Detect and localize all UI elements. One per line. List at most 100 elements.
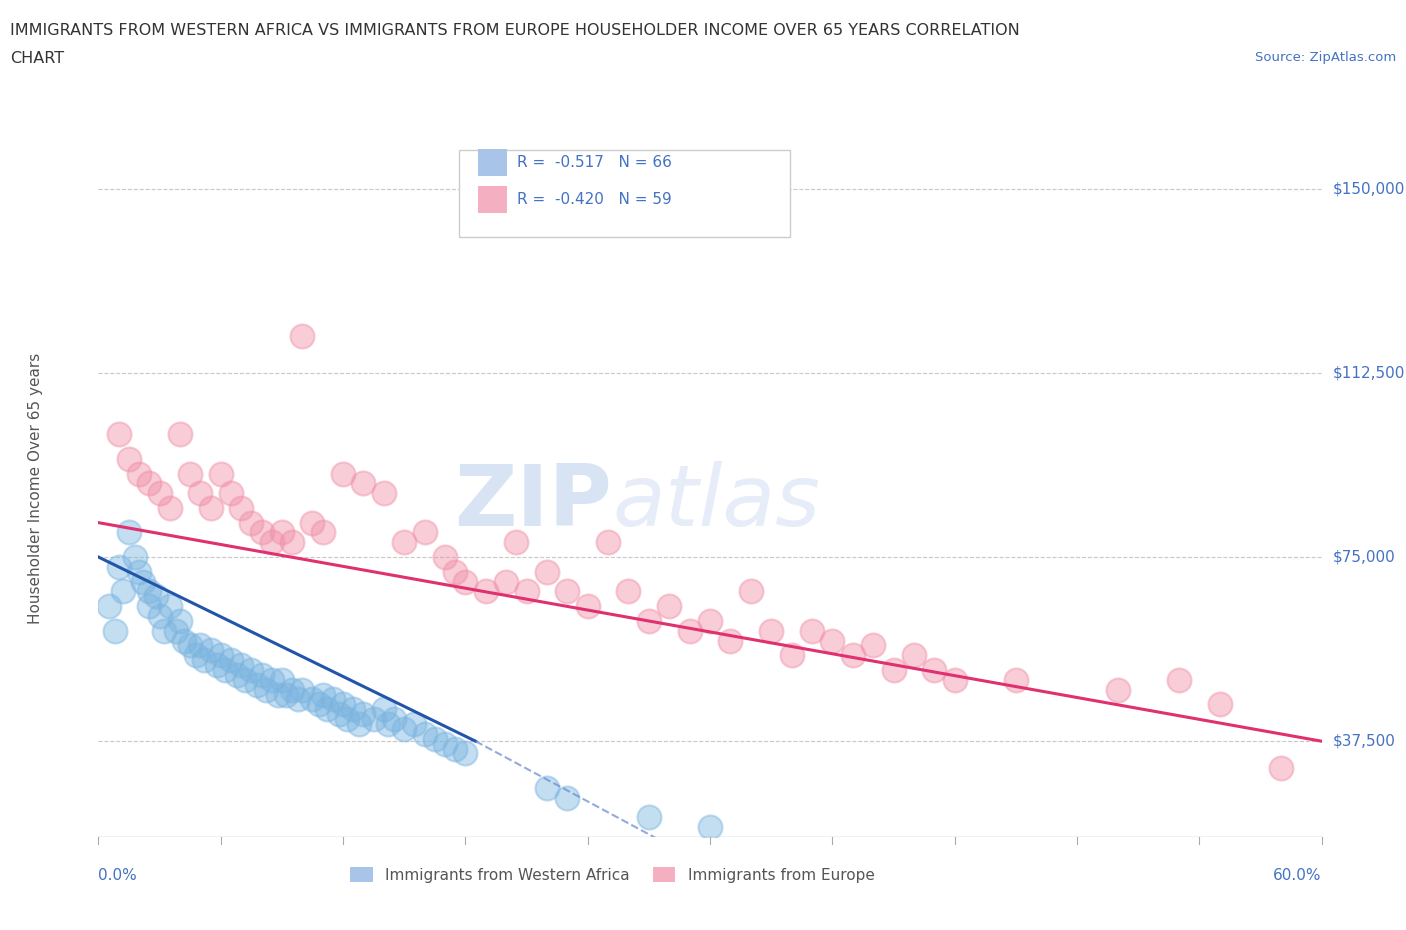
Point xyxy=(186,648,208,663)
Text: Source: ZipAtlas.com: Source: ZipAtlas.com xyxy=(1256,51,1396,64)
Point xyxy=(536,780,558,795)
Text: CHART: CHART xyxy=(10,51,63,66)
Text: R =  -0.517   N = 66: R = -0.517 N = 66 xyxy=(517,155,672,170)
Text: $150,000: $150,000 xyxy=(1333,181,1405,196)
Text: $75,000: $75,000 xyxy=(1333,550,1396,565)
Point xyxy=(138,476,160,491)
FancyBboxPatch shape xyxy=(460,150,790,237)
Point xyxy=(342,702,364,717)
Point xyxy=(718,633,742,648)
Point xyxy=(138,584,160,599)
Point xyxy=(555,584,579,599)
Point xyxy=(699,819,721,834)
Point xyxy=(287,692,309,707)
Point xyxy=(454,574,477,589)
Point xyxy=(118,525,141,540)
Point xyxy=(328,707,350,722)
Point xyxy=(231,658,253,672)
Point xyxy=(209,648,232,663)
Point xyxy=(173,633,195,648)
Point xyxy=(373,702,395,717)
Text: atlas: atlas xyxy=(612,460,820,544)
Point xyxy=(315,702,337,717)
Point xyxy=(349,717,371,732)
Point xyxy=(145,589,167,604)
Point xyxy=(219,485,242,500)
Point xyxy=(617,584,640,599)
Point xyxy=(274,687,297,702)
Point xyxy=(138,599,160,614)
Point xyxy=(922,662,945,677)
Point xyxy=(382,711,405,726)
Point xyxy=(536,565,558,579)
Point xyxy=(555,790,579,805)
Point xyxy=(188,485,212,500)
Point xyxy=(111,584,134,599)
Point xyxy=(118,451,141,466)
Point xyxy=(332,466,354,481)
Point xyxy=(281,683,304,698)
Point xyxy=(761,623,783,638)
Point xyxy=(404,717,426,732)
Point xyxy=(699,614,721,629)
Text: ZIP: ZIP xyxy=(454,460,612,544)
Point xyxy=(179,638,201,653)
Point xyxy=(219,653,242,668)
Point xyxy=(495,574,517,589)
Point xyxy=(1107,683,1129,698)
Point xyxy=(679,623,702,638)
Point xyxy=(1209,697,1232,711)
Point xyxy=(363,711,385,726)
Point xyxy=(474,584,498,599)
Point xyxy=(97,599,120,614)
Point xyxy=(132,574,155,589)
Point xyxy=(392,722,416,737)
Bar xyxy=(478,186,508,213)
Point xyxy=(233,672,256,687)
Point xyxy=(128,565,150,579)
Bar xyxy=(478,150,508,176)
Text: $37,500: $37,500 xyxy=(1333,734,1396,749)
Point xyxy=(444,565,467,579)
Point xyxy=(444,741,467,756)
Point xyxy=(254,683,277,698)
Point xyxy=(250,668,273,683)
Point xyxy=(149,608,172,623)
Point xyxy=(267,687,290,702)
Point xyxy=(516,584,538,599)
Point xyxy=(1004,672,1026,687)
Point xyxy=(270,525,294,540)
Text: 0.0%: 0.0% xyxy=(98,868,138,883)
Point xyxy=(312,525,335,540)
Text: $112,500: $112,500 xyxy=(1333,365,1405,380)
Legend: Immigrants from Western Africa, Immigrants from Europe: Immigrants from Western Africa, Immigran… xyxy=(343,860,880,889)
Point xyxy=(246,677,269,692)
Point xyxy=(240,515,263,530)
Point xyxy=(658,599,681,614)
Point xyxy=(200,643,222,658)
Point xyxy=(260,672,283,687)
Point xyxy=(883,662,905,677)
Point xyxy=(301,692,323,707)
Point xyxy=(505,535,527,550)
Point xyxy=(169,614,191,629)
Point xyxy=(377,717,399,732)
Point xyxy=(108,427,131,442)
Point xyxy=(801,623,824,638)
Point xyxy=(454,746,477,761)
Point xyxy=(149,485,172,500)
Point xyxy=(352,707,374,722)
Point xyxy=(336,711,359,726)
Point xyxy=(637,810,661,825)
Point xyxy=(159,599,181,614)
Point xyxy=(821,633,844,648)
Point xyxy=(301,515,323,530)
Point xyxy=(152,623,174,638)
Point xyxy=(373,485,395,500)
Text: 60.0%: 60.0% xyxy=(1274,868,1322,883)
Text: IMMIGRANTS FROM WESTERN AFRICA VS IMMIGRANTS FROM EUROPE HOUSEHOLDER INCOME OVER: IMMIGRANTS FROM WESTERN AFRICA VS IMMIGR… xyxy=(10,23,1019,38)
Point xyxy=(260,535,283,550)
Point xyxy=(108,560,131,575)
Text: Householder Income Over 65 years: Householder Income Over 65 years xyxy=(28,352,44,624)
Point xyxy=(270,672,294,687)
